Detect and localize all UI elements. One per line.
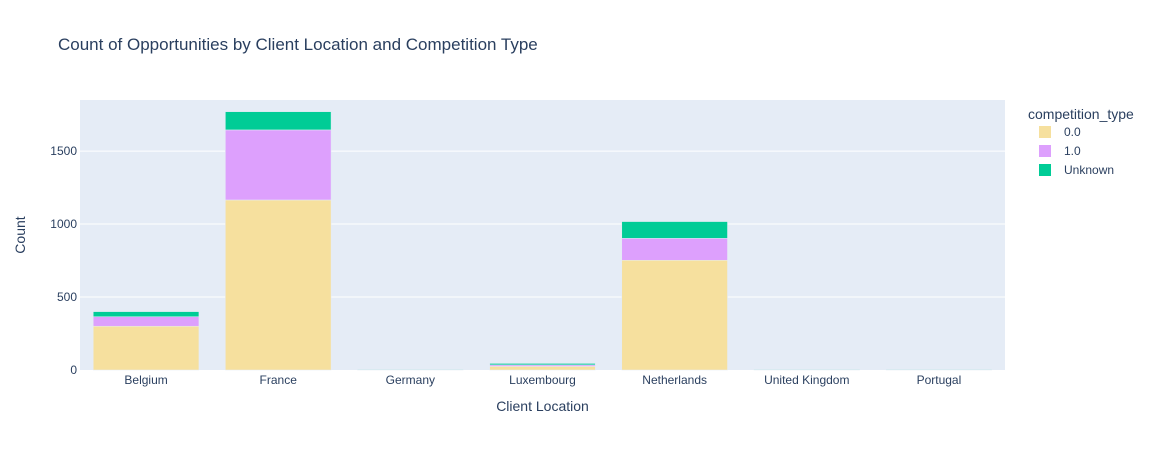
legend[interactable]: competition_type 0.0 1.0 Unknown — [1028, 106, 1134, 177]
bar-luxembourg-series-2[interactable] — [490, 363, 596, 364]
bar-france-series-0[interactable] — [225, 200, 331, 370]
chart-title: Count of Opportunities by Client Locatio… — [58, 35, 538, 54]
x-tick-label: Portugal — [917, 373, 962, 387]
bar-luxembourg-series-0[interactable] — [490, 366, 596, 370]
bar-belgium-series-2[interactable] — [93, 312, 199, 317]
bar-france-series-1[interactable] — [225, 130, 331, 200]
x-tick-label: France — [260, 373, 298, 387]
y-tick-label: 0 — [70, 363, 77, 377]
bar-netherlands-series-0[interactable] — [622, 260, 728, 370]
legend-swatch[interactable] — [1039, 126, 1051, 138]
x-tick-label: Luxembourg — [509, 373, 576, 387]
legend-label[interactable]: 0.0 — [1064, 125, 1081, 139]
x-tick-label: Germany — [386, 373, 435, 387]
bar-netherlands-series-1[interactable] — [622, 238, 728, 260]
bar-netherlands-series-2[interactable] — [622, 222, 728, 239]
legend-swatch[interactable] — [1039, 145, 1051, 157]
x-axis-title: Client Location — [496, 398, 589, 414]
legend-label[interactable]: Unknown — [1064, 163, 1114, 177]
y-axis-ticks: 0 500 1000 1500 — [50, 144, 77, 377]
y-tick-label: 500 — [57, 290, 77, 304]
legend-label[interactable]: 1.0 — [1064, 144, 1081, 158]
bar-france-series-2[interactable] — [225, 112, 331, 130]
y-axis-title: Count — [12, 216, 28, 253]
x-tick-label: Belgium — [124, 373, 167, 387]
x-axis-ticks: Belgium France Germany Luxembourg Netherland… — [124, 373, 961, 387]
x-tick-label: United Kingdom — [764, 373, 849, 387]
plot-area — [80, 100, 1005, 370]
bar-belgium-series-1[interactable] — [93, 317, 199, 326]
bar-belgium-series-0[interactable] — [93, 326, 199, 370]
legend-swatch[interactable] — [1039, 164, 1051, 176]
y-tick-label: 1500 — [50, 144, 77, 158]
y-tick-label: 1000 — [50, 217, 77, 231]
legend-title: competition_type — [1028, 106, 1134, 122]
x-tick-label: Netherlands — [642, 373, 707, 387]
